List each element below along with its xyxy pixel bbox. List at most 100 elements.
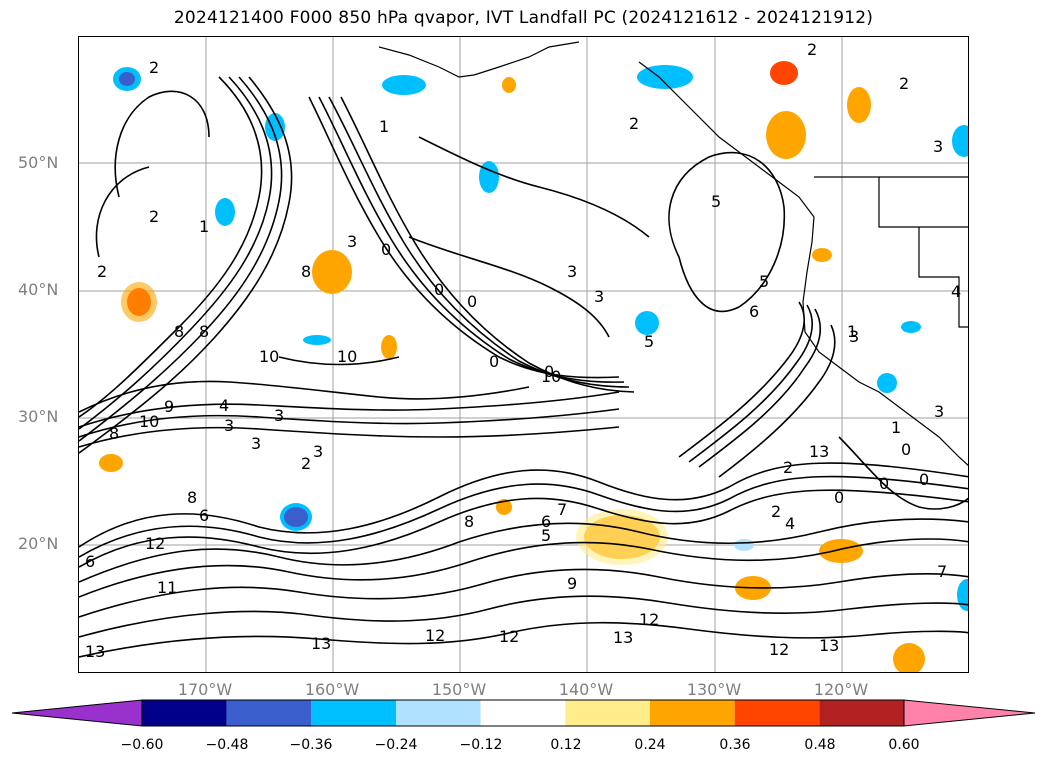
contour-label: 4 (785, 514, 795, 533)
patch-yellow (496, 499, 512, 515)
colorbar-tick: 0.36 (719, 737, 751, 753)
contour-label: 13 (613, 628, 633, 647)
patch-blue (637, 65, 693, 89)
contour-label: 3 (933, 137, 943, 156)
colorbar-tick: 0.60 (888, 737, 920, 753)
contour-labels: 2 2 2 1 1 2 2 3 0 0 0 0 0 3 3 5 5 5 6 8 … (85, 40, 961, 661)
colorbar-segment (565, 700, 650, 726)
patch-yellow (576, 509, 668, 565)
colorbar-segment (650, 700, 735, 726)
contour-label: 2 (629, 114, 639, 133)
patch-orange (819, 539, 863, 563)
colorbar-extend-high (903, 699, 1036, 727)
contour-label: 2 (807, 40, 817, 59)
patch-blue (635, 311, 659, 335)
contour-label: 12 (425, 626, 445, 645)
contour-label: 1 (891, 418, 901, 437)
lon-label-140w: 140°W (558, 680, 614, 699)
patch-orange (847, 87, 871, 123)
lat-label-20n: 20°N (18, 534, 59, 553)
contour-label: 10 (259, 347, 279, 366)
patch-blue (877, 373, 897, 393)
patch-blue (957, 579, 968, 611)
map-title: 2024121400 F000 850 hPa qvapor, IVT Land… (173, 8, 874, 28)
lon-label-170w: 170°W (177, 680, 233, 699)
contour-label: 1 (847, 322, 857, 341)
contour-label: 4 (219, 396, 229, 415)
contour-label: 9 (164, 397, 174, 416)
contour-label: 12 (145, 534, 165, 553)
contour-label: 0 (879, 474, 889, 493)
contour-label: 6 (541, 512, 551, 531)
contour-label: 3 (313, 442, 323, 461)
contour-label: 0 (901, 440, 911, 459)
contour-label: 3 (849, 327, 859, 346)
lat-label-30n: 30°N (18, 407, 59, 426)
contour-label: 12 (769, 640, 789, 659)
contour-label: 3 (274, 406, 284, 425)
lat-label-50n: 50°N (18, 153, 59, 172)
coastline (378, 41, 968, 466)
contour-label: 7 (937, 562, 947, 581)
ivt-contours (79, 76, 968, 658)
map-panel[interactable]: 2 2 2 1 1 2 2 3 0 0 0 0 0 3 3 5 5 5 6 8 … (78, 36, 969, 673)
contour-label: 5 (644, 332, 654, 351)
patch-orange (99, 454, 123, 472)
contour-label: 8 (174, 322, 184, 341)
patch-blue (284, 507, 308, 527)
us-coast (802, 216, 968, 466)
contour-label: 2 (301, 454, 311, 473)
patch-yellow (381, 335, 397, 359)
patch-lightblue (901, 321, 921, 333)
colorbar-segment (396, 700, 481, 726)
contour-label: 0 (919, 470, 929, 489)
bc-coast (638, 61, 815, 218)
qvapor-shading (99, 61, 968, 672)
contour-label: 5 (541, 526, 551, 545)
lat-label-40n: 40°N (18, 280, 59, 299)
contour-label: 10 (139, 412, 159, 431)
contour-label: 2 (899, 74, 909, 93)
contour-label: 0 (544, 362, 554, 381)
colorbar-segment (734, 700, 820, 726)
contour-label: 2 (149, 207, 159, 226)
contour-label: 12 (639, 610, 659, 629)
colorbar-segment (311, 700, 396, 726)
patch-blue (265, 113, 285, 141)
contour-label: 3 (934, 402, 944, 421)
contour-label: 8 (187, 488, 197, 507)
contour-label: 12 (499, 627, 519, 646)
lon-label-150w: 150°W (431, 680, 487, 699)
contour-label: 2 (783, 458, 793, 477)
lon-label-120w: 120°W (813, 680, 869, 699)
contour-label: 3 (251, 434, 261, 453)
contour-label: 0 (834, 488, 844, 507)
colorbar-tick: 0.12 (550, 737, 582, 753)
contour-label: 2 (149, 58, 159, 77)
contour-label: 3 (347, 232, 357, 251)
contour-label: 9 (567, 574, 577, 593)
contour-label: 8 (464, 512, 474, 531)
contour-label: 1 (199, 217, 209, 236)
colorbar (11, 699, 1036, 727)
patch-lightblue (303, 335, 331, 345)
contour-label: 10 (337, 347, 357, 366)
contour-label: 5 (711, 192, 721, 211)
patch-blue (479, 161, 499, 193)
contour-label: 3 (224, 416, 234, 435)
map-canvas: 2 2 2 1 1 2 2 3 0 0 0 0 0 3 3 5 5 5 6 8 … (79, 37, 968, 672)
lon-label-130w: 130°W (686, 680, 742, 699)
colorbar-segment (819, 700, 904, 726)
contour-label: 8 (109, 424, 119, 443)
colorbar-extend-low (11, 699, 143, 727)
colorbar-segment (480, 700, 566, 726)
patch-orange (893, 643, 925, 672)
contour-label: 0 (467, 292, 477, 311)
lon-label-160w: 160°W (304, 680, 360, 699)
colorbar-outline (141, 699, 905, 727)
patch-yellow (502, 77, 516, 93)
contour-label: 2 (771, 502, 781, 521)
contour-label: 6 (85, 552, 95, 571)
contour-label: 7 (557, 500, 567, 519)
contour-label: 0 (381, 240, 391, 259)
